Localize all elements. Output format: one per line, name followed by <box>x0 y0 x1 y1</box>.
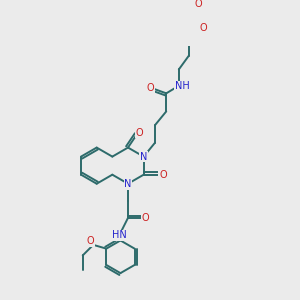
Text: N: N <box>140 152 147 162</box>
Text: O: O <box>199 22 207 32</box>
Text: O: O <box>146 82 154 93</box>
Text: O: O <box>142 213 149 223</box>
Text: O: O <box>136 128 144 137</box>
Text: NH: NH <box>175 81 190 91</box>
Text: HN: HN <box>112 230 127 241</box>
Text: O: O <box>159 170 167 180</box>
Text: N: N <box>124 179 132 189</box>
Text: O: O <box>87 236 94 246</box>
Text: O: O <box>195 0 202 9</box>
